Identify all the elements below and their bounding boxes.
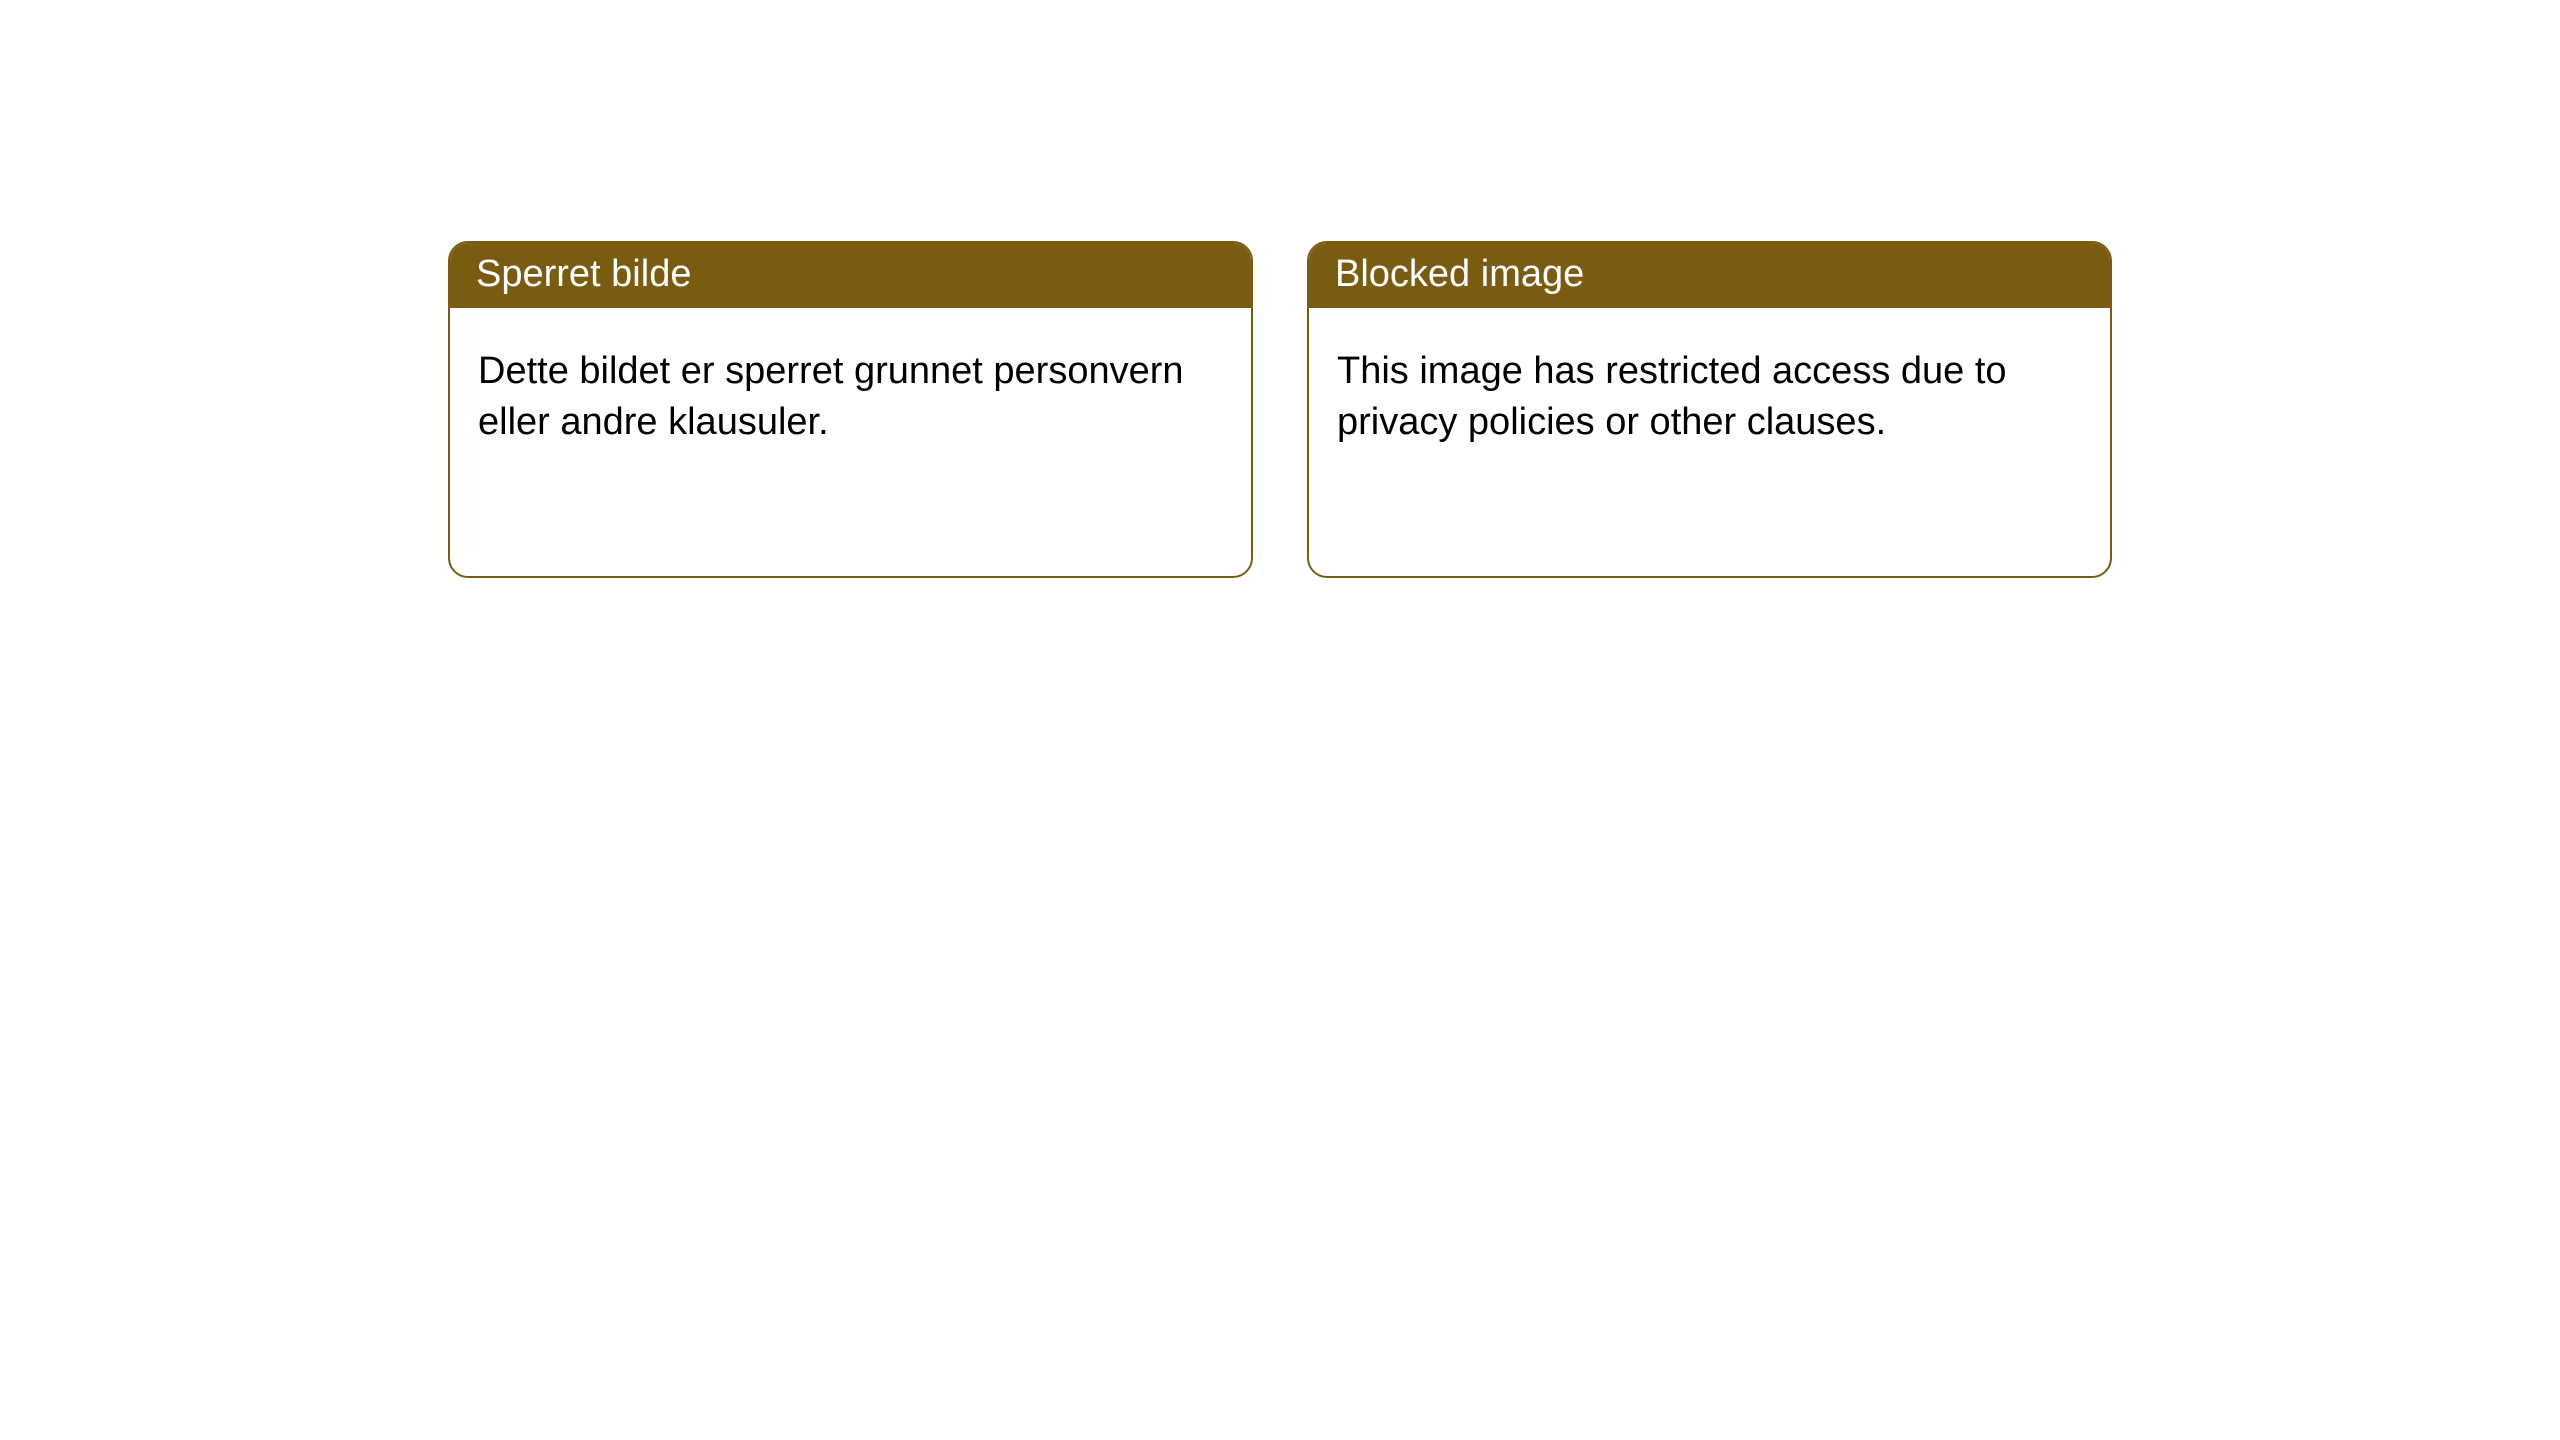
notice-container: Sperret bilde Dette bildet er sperret gr… <box>0 0 2560 578</box>
notice-card-norwegian: Sperret bilde Dette bildet er sperret gr… <box>448 241 1253 578</box>
notice-body: This image has restricted access due to … <box>1309 308 2110 477</box>
notice-header: Sperret bilde <box>450 243 1251 308</box>
notice-header: Blocked image <box>1309 243 2110 308</box>
notice-body: Dette bildet er sperret grunnet personve… <box>450 308 1251 477</box>
notice-card-english: Blocked image This image has restricted … <box>1307 241 2112 578</box>
